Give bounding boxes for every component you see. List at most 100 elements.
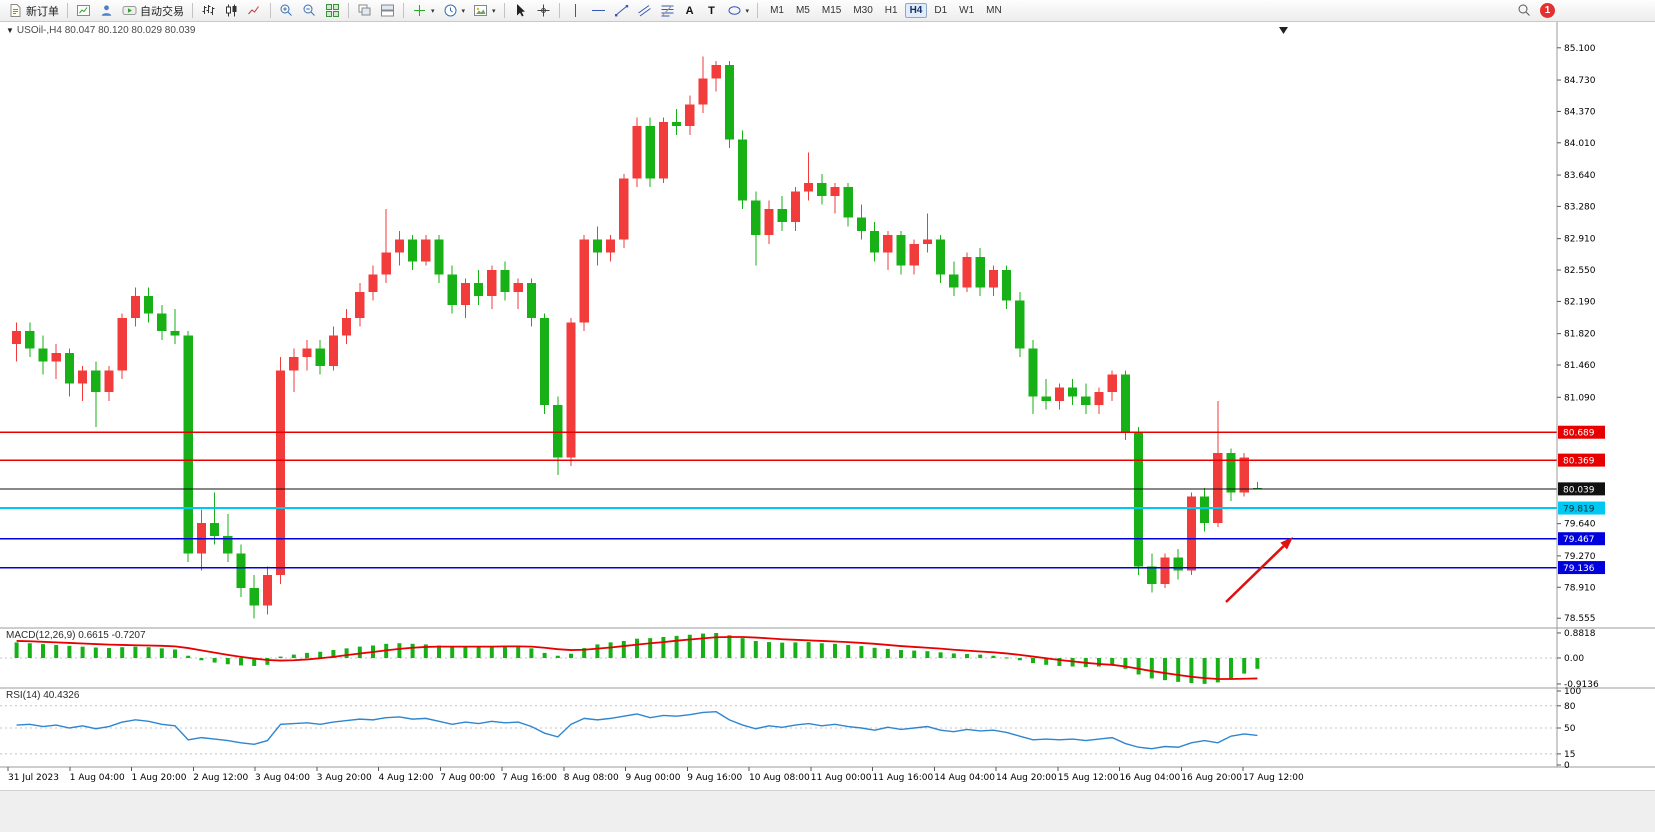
macd-histogram-bar <box>41 644 45 658</box>
tile-windows-button[interactable] <box>322 1 343 20</box>
time-axis-label: 15 Aug 12:00 <box>1058 773 1119 783</box>
templates-dropdown-icon[interactable]: ▾ <box>492 7 496 15</box>
macd-histogram-bar <box>569 653 573 658</box>
toolbar-separator <box>270 3 271 18</box>
macd-histogram-bar <box>67 645 72 658</box>
macd-histogram-bar <box>1229 658 1233 679</box>
zoom-in-button[interactable] <box>276 1 297 20</box>
timeframe-button-m30[interactable]: M30 <box>853 5 873 16</box>
search-button[interactable] <box>1514 1 1535 20</box>
templates-button[interactable]: ▾ <box>470 1 499 20</box>
price-axis[interactable]: 85.100 84.730 84.370 84.010 83.640 83.280 82.9… <box>1557 44 1596 624</box>
timeframe-button-m1[interactable]: M1 <box>770 5 784 16</box>
timeframe-button-d1[interactable]: D1 <box>934 5 948 16</box>
new-order-label: 新订单 <box>26 5 59 18</box>
macd-pane[interactable]: 0.8818 0.00 -0.9136 <box>0 629 1599 690</box>
cascade-windows-button[interactable] <box>354 1 375 20</box>
crosshair-tool-button[interactable] <box>533 1 554 20</box>
shapes-tool-button[interactable]: ▾ <box>724 1 753 20</box>
macd-histogram-bar <box>27 643 32 658</box>
macd-histogram-bar <box>885 648 890 658</box>
macd-histogram-bar <box>687 634 692 658</box>
text-tool-button[interactable]: A <box>680 1 700 20</box>
timeframe-button-h1[interactable]: H1 <box>884 5 898 16</box>
price-badge-79.819: 79.819 <box>1558 501 1605 515</box>
profiles-icon <box>101 5 112 16</box>
chart-window: 85.100 84.730 84.370 84.010 83.640 83.280 82.9… <box>0 22 1655 790</box>
toolbar-separator <box>192 3 193 18</box>
price-axis-label: 82.550 <box>1564 266 1596 276</box>
time-axis-label: 3 Aug 04:00 <box>255 773 310 783</box>
trend-arrow[interactable] <box>1225 537 1293 603</box>
new-chart-button[interactable] <box>73 1 94 20</box>
macd-histogram-bar <box>120 647 125 658</box>
tile-horizontal-button[interactable] <box>377 1 398 20</box>
price-axis-label: 82.190 <box>1564 297 1596 307</box>
periods-dropdown-icon[interactable]: ▾ <box>461 7 466 15</box>
channel-tool-button[interactable] <box>634 1 655 20</box>
rsi-pane[interactable]: 100 80 50 150 <box>0 687 1581 771</box>
macd-histogram-bar <box>1242 658 1247 674</box>
new-order-icon <box>10 4 21 17</box>
bar-chart-mode-button[interactable] <box>198 1 219 20</box>
svg-text:80.369: 80.369 <box>1563 457 1595 467</box>
profiles-button[interactable] <box>96 1 117 20</box>
macd-histogram-bar <box>859 646 864 658</box>
time-axis-label: 11 Aug 16:00 <box>873 773 934 783</box>
zoom-in-icon <box>280 4 292 16</box>
candles-layer[interactable] <box>12 56 1262 619</box>
macd-histogram-bar <box>701 633 705 658</box>
indicators-dropdown-icon[interactable]: ▾ <box>431 7 435 15</box>
horizontal-line-icon <box>591 10 605 11</box>
horizontal-line-tool-button[interactable] <box>588 1 609 20</box>
trendline-tool-button[interactable] <box>611 1 632 20</box>
macd-histogram-bar <box>1255 658 1260 669</box>
timeframe-button-w1[interactable]: W1 <box>959 5 975 16</box>
macd-histogram-bar <box>54 644 59 658</box>
line-chart-icon <box>248 6 259 15</box>
macd-axis-label: 0.00 <box>1564 654 1584 664</box>
time-axis[interactable]: 31 Jul 2023 1 Aug 04:00 1 Aug 20:00 2 Aug 1… <box>7 767 1304 783</box>
cursor-tool-button[interactable] <box>510 1 531 20</box>
price-axis-label: 81.820 <box>1564 330 1596 340</box>
macd-histogram-bar <box>1215 658 1220 683</box>
symbol-collapse-icon[interactable]: ▼ <box>6 26 14 35</box>
timeframe-toolbar: M1 M5 M15 M30 H1 H4 D1 W1 MN <box>765 3 1007 18</box>
notification-badge[interactable]: 1 <box>1540 3 1555 18</box>
price-axis-label: 78.910 <box>1564 583 1596 593</box>
chart-canvas[interactable]: 85.100 84.730 84.370 84.010 83.640 83.280 82.9… <box>0 22 1655 790</box>
macd-histogram-bar <box>516 646 521 658</box>
svg-text:80.039: 80.039 <box>1563 485 1595 495</box>
indicators-button[interactable]: ▾ <box>409 1 438 20</box>
notification-count: 1 <box>1544 5 1551 16</box>
zoom-out-button[interactable] <box>299 1 320 20</box>
toolbar-separator <box>757 3 759 18</box>
macd-histogram-bar <box>159 648 164 658</box>
shapes-dropdown-icon[interactable]: ▾ <box>745 7 750 15</box>
macd-histogram-bar <box>621 640 626 658</box>
macd-histogram-bar <box>1097 658 1101 667</box>
vertical-line-icon <box>574 4 576 17</box>
time-axis-label: 8 Aug 08:00 <box>564 773 619 783</box>
macd-histogram-bar <box>793 642 798 658</box>
auto-trading-button[interactable]: 自动交易 <box>119 1 187 20</box>
macd-histogram-bar <box>173 649 177 658</box>
periods-button[interactable]: ▾ <box>440 1 469 20</box>
new-order-button[interactable]: 新订单 <box>5 1 62 20</box>
timeframe-button-m15[interactable]: M15 <box>821 5 842 16</box>
macd-histogram-bar <box>872 647 877 658</box>
timeframe-button-mn[interactable]: MN <box>986 5 1002 16</box>
timeframe-button-m5[interactable]: M5 <box>795 5 810 16</box>
vertical-line-tool-button[interactable] <box>565 1 586 20</box>
fibonacci-tool-button[interactable] <box>657 1 678 20</box>
macd-histogram-bar <box>1202 658 1207 684</box>
timeframe-button-h4[interactable]: H4 <box>904 3 928 18</box>
line-chart-mode-button[interactable] <box>244 1 265 20</box>
chart-shift-marker[interactable] <box>1279 27 1288 34</box>
time-axis-label: 7 Aug 16:00 <box>502 773 557 783</box>
candlestick-mode-button[interactable] <box>221 1 242 20</box>
price-axis-label: 84.730 <box>1564 76 1596 86</box>
macd-histogram-bar <box>846 644 851 658</box>
trendline-icon <box>614 5 628 17</box>
label-tool-button[interactable]: T <box>702 1 722 20</box>
